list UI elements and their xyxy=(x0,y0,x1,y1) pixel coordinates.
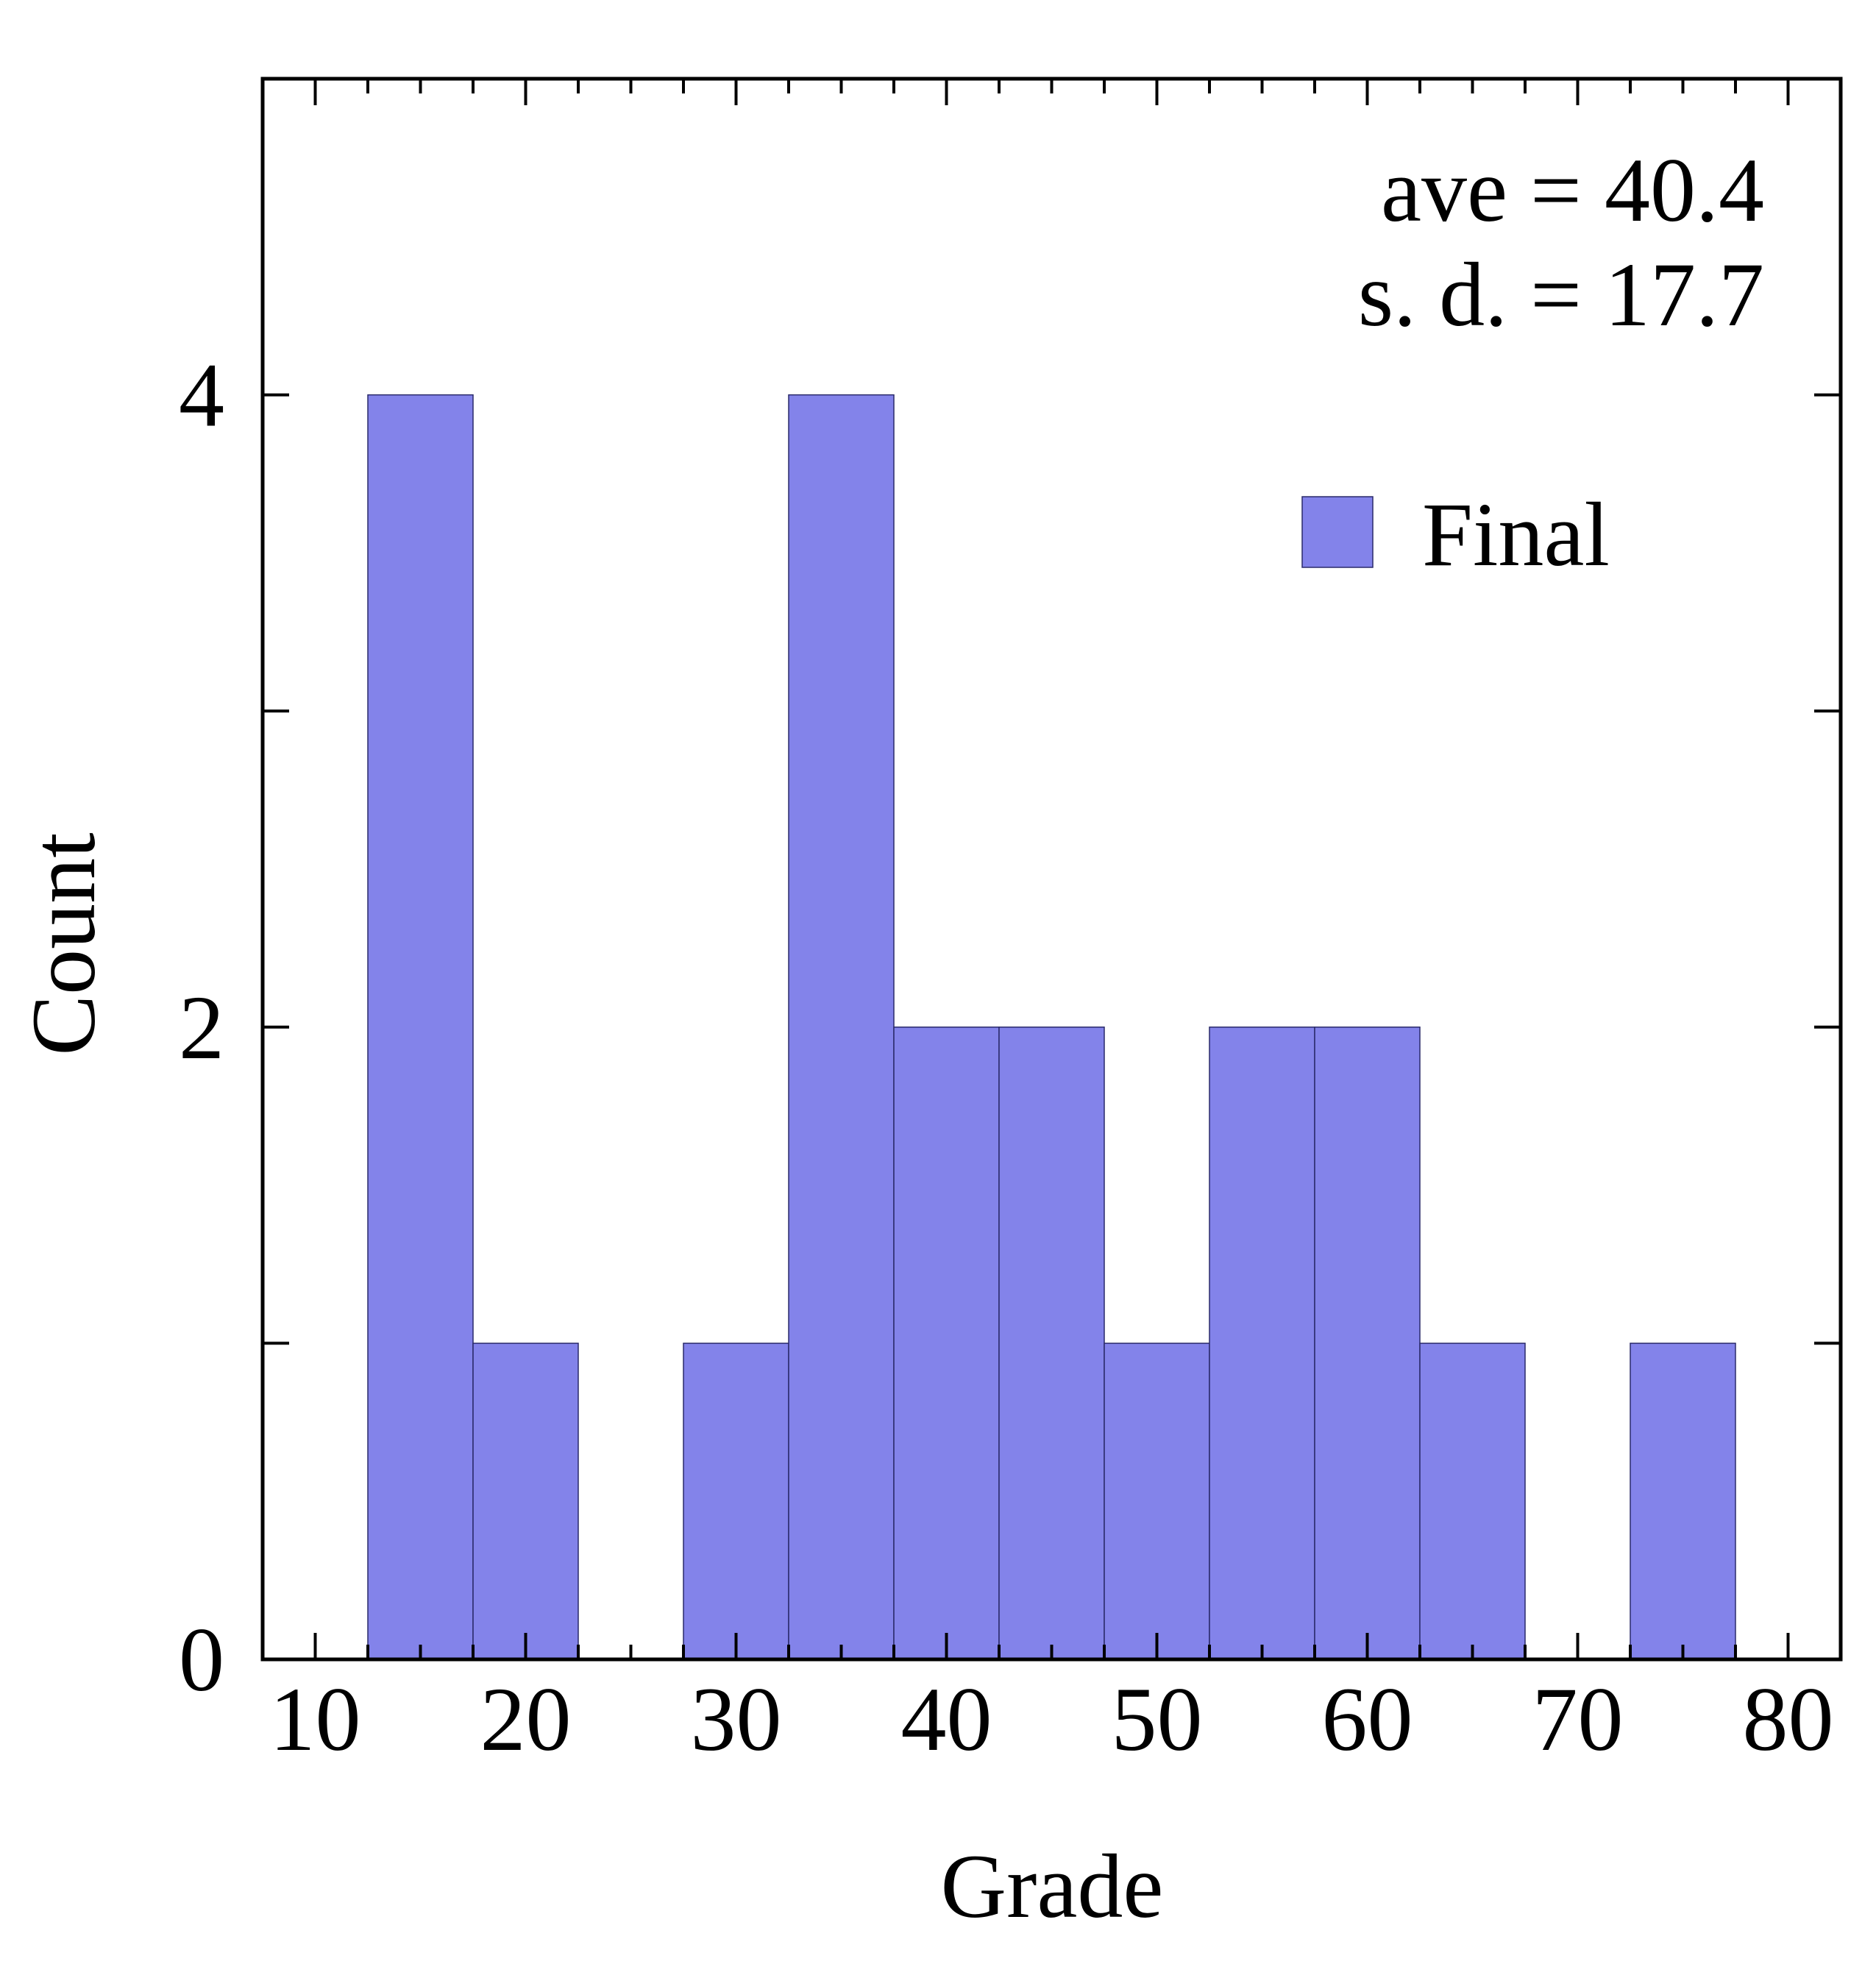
legend-label: Final xyxy=(1422,484,1610,585)
x-tick-label: 40 xyxy=(901,1669,992,1770)
axis-ticks xyxy=(263,79,1841,1661)
histogram-bar xyxy=(1630,1342,1736,1660)
x-tick-label: 50 xyxy=(1112,1669,1203,1770)
x-tick-label: 30 xyxy=(691,1669,782,1770)
x-tick-label: 60 xyxy=(1322,1669,1413,1770)
histogram-bar xyxy=(1209,1027,1315,1660)
histogram-bar xyxy=(893,1027,1000,1660)
histogram-bar xyxy=(1419,1342,1526,1660)
histogram-bars xyxy=(367,394,1736,1660)
histogram-bar xyxy=(683,1342,789,1660)
tick-labels: 10 20 30 40 50 60 70 80 0 2 4 xyxy=(179,345,1834,1770)
y-tick-label: 4 xyxy=(179,345,224,446)
legend: Final xyxy=(1301,484,1610,585)
histogram-bar xyxy=(472,1342,579,1660)
histogram-bar xyxy=(788,394,895,1660)
stat-standard-deviation: s. d. = 17.7 xyxy=(1358,244,1764,345)
histogram-bar xyxy=(998,1027,1105,1660)
x-tick-label: 10 xyxy=(270,1669,361,1770)
y-axis-title: Count xyxy=(13,832,114,1055)
x-tick-label: 70 xyxy=(1532,1669,1624,1770)
y-tick-label: 0 xyxy=(179,1609,224,1710)
histogram-bar xyxy=(1104,1342,1210,1660)
y-tick-label: 2 xyxy=(179,977,224,1078)
legend-swatch xyxy=(1301,496,1374,568)
histogram-bar xyxy=(1314,1027,1421,1660)
histogram-bar xyxy=(367,394,474,1660)
x-tick-label: 20 xyxy=(480,1669,572,1770)
stat-average: ave = 40.4 xyxy=(1381,140,1764,241)
plot-frame xyxy=(260,77,1843,1662)
x-axis-title: Grade xyxy=(941,1836,1164,1937)
x-tick-label: 80 xyxy=(1743,1669,1834,1770)
